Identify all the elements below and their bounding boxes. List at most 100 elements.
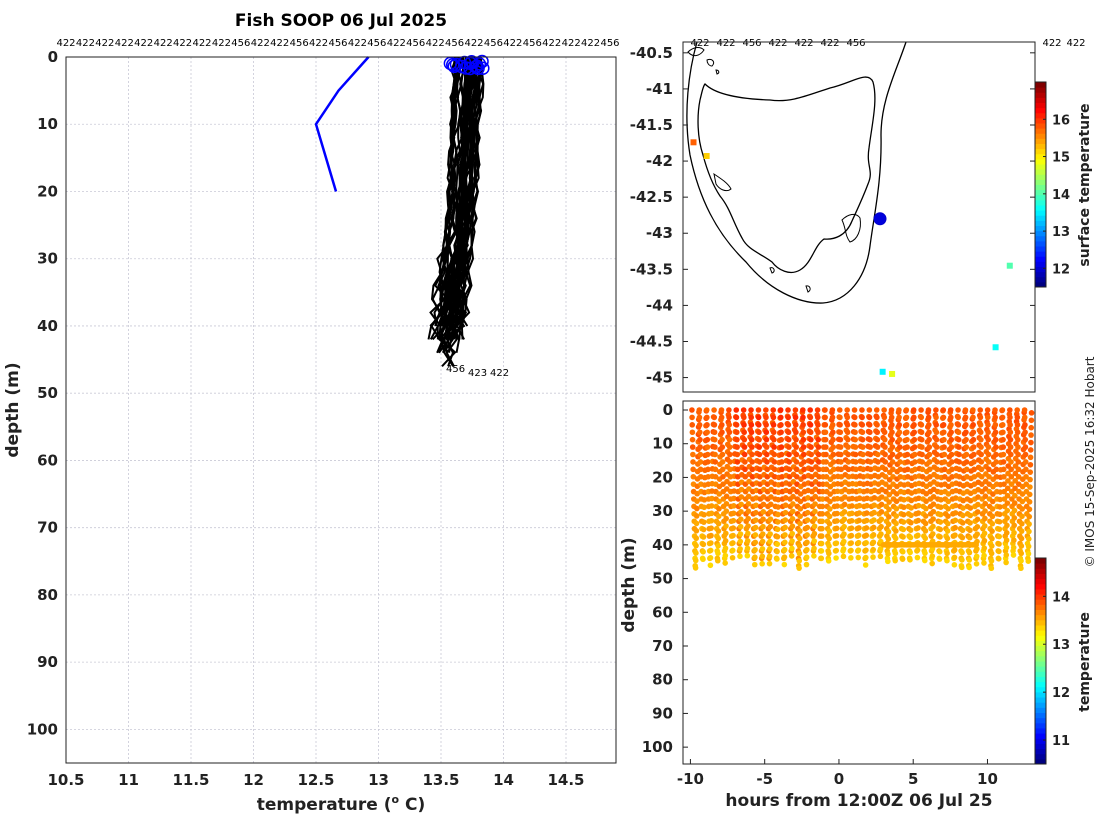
section-point	[786, 473, 793, 480]
section-point	[889, 451, 896, 458]
section-point	[912, 459, 918, 465]
section-point	[947, 407, 954, 413]
section-point	[855, 554, 862, 561]
colorbar-tick-label: 16	[1052, 113, 1070, 128]
section-point	[1026, 528, 1032, 535]
section-point	[904, 466, 911, 473]
section-point	[848, 517, 855, 524]
section-point	[689, 414, 695, 421]
section-point	[737, 531, 744, 537]
surface-temp-point	[879, 368, 886, 375]
section-point	[867, 436, 873, 443]
colorbar-segment	[1035, 676, 1046, 683]
colorbar-segment	[1035, 281, 1046, 288]
section-point	[955, 414, 962, 421]
section-point	[940, 422, 947, 428]
section-point	[1001, 473, 1007, 480]
section-point	[982, 508, 988, 514]
profile-x-label: temperature (o C)	[257, 793, 426, 815]
section-point	[741, 429, 747, 436]
colorbar-segment	[1035, 609, 1046, 616]
section-point	[926, 466, 933, 473]
section-point	[963, 436, 969, 443]
section-point	[808, 473, 815, 480]
section-point	[711, 436, 718, 443]
surface-start-marker	[463, 61, 477, 76]
section-point	[1004, 515, 1010, 521]
section-point	[851, 414, 858, 421]
section-point	[945, 498, 952, 505]
section-point	[837, 444, 844, 450]
section-point	[756, 436, 762, 443]
section-point	[726, 429, 733, 436]
section-point	[860, 466, 867, 473]
section-point	[778, 429, 784, 436]
profile-id-label: 422	[192, 38, 211, 49]
section-point	[896, 429, 903, 436]
section-point	[907, 527, 914, 533]
section-point	[970, 407, 976, 413]
section-point	[977, 429, 984, 436]
section-point	[919, 466, 926, 473]
x-tick-label: 13	[368, 771, 389, 789]
section-point	[915, 525, 921, 531]
section-point	[697, 451, 704, 458]
section-point	[690, 451, 696, 458]
colorbar-segment	[1035, 707, 1046, 713]
section-point	[956, 451, 962, 458]
section-point	[729, 547, 736, 554]
fish-profile-line	[443, 56, 472, 327]
section-point	[933, 429, 940, 436]
section-point	[985, 451, 992, 458]
colorbar-segment	[1035, 220, 1046, 226]
section-point	[870, 554, 876, 560]
section-point	[863, 547, 869, 553]
section-point	[768, 494, 774, 500]
section-point	[981, 560, 987, 566]
section-point	[849, 495, 855, 502]
colorbar-segment	[1035, 179, 1046, 185]
x-tick-label: 13.5	[422, 771, 459, 789]
section-point	[915, 510, 922, 516]
section-point	[933, 436, 940, 443]
colorbar-segment	[1035, 225, 1046, 232]
section-point	[689, 436, 696, 443]
section-point	[859, 407, 865, 413]
section-point	[948, 422, 954, 428]
colorbar-segment	[1035, 594, 1046, 600]
colorbar-tick-label: 14	[1052, 188, 1070, 203]
section-point	[741, 414, 747, 421]
section-point	[789, 508, 796, 515]
section-point	[834, 503, 841, 509]
section-point	[826, 513, 833, 520]
section-point	[930, 493, 937, 500]
profile-id-label: 422	[56, 38, 75, 49]
section-point	[934, 459, 940, 465]
colorbar-segment	[1035, 240, 1046, 247]
section-point	[823, 444, 829, 450]
colorbar-segment	[1035, 133, 1046, 139]
section-point	[889, 422, 895, 428]
section-point	[904, 436, 910, 443]
section-point	[771, 444, 777, 450]
section-point	[1021, 407, 1028, 413]
section-point	[911, 444, 918, 450]
section-point	[1001, 488, 1008, 495]
section-point	[871, 517, 877, 523]
coastline	[686, 41, 907, 304]
colorbar-segment	[1035, 261, 1046, 267]
ship-position-marker	[873, 212, 887, 226]
colorbar-segment	[1035, 266, 1046, 273]
section-point	[904, 459, 911, 465]
profile-frame	[65, 56, 617, 764]
section-point	[715, 528, 722, 534]
section-point	[1011, 507, 1018, 514]
section-point	[730, 517, 737, 524]
section-point	[804, 546, 810, 553]
section-point	[694, 498, 700, 504]
section-point	[941, 436, 947, 443]
section-point	[925, 407, 932, 413]
section-point	[981, 545, 988, 551]
profile-id-label: 456	[600, 38, 619, 49]
section-point	[952, 502, 959, 509]
